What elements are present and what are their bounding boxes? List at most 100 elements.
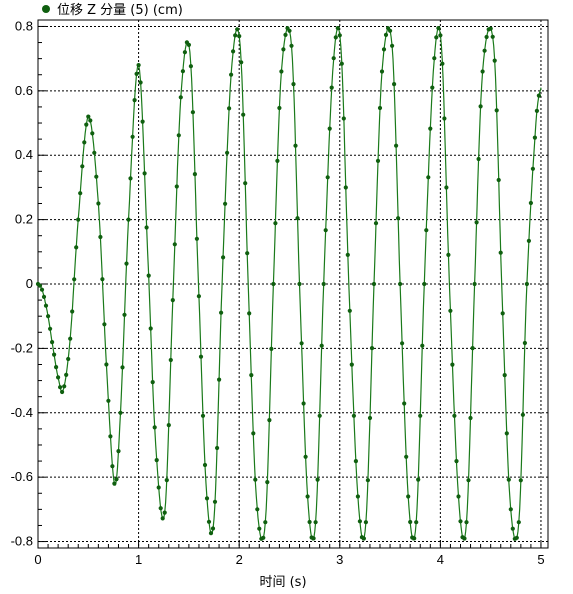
data-point xyxy=(448,308,453,313)
data-point xyxy=(188,64,193,69)
data-point xyxy=(90,131,95,136)
data-point xyxy=(110,464,115,469)
data-point xyxy=(249,373,254,378)
data-point xyxy=(345,252,350,257)
data-point xyxy=(277,105,282,111)
data-point xyxy=(514,535,519,540)
data-point xyxy=(311,536,316,541)
data-point xyxy=(136,63,141,68)
data-point xyxy=(315,477,320,482)
data-point xyxy=(50,340,55,345)
data-point xyxy=(158,506,163,511)
data-point xyxy=(124,261,129,266)
data-point xyxy=(456,494,461,499)
data-point xyxy=(202,462,208,468)
data-point xyxy=(534,108,540,113)
data-point xyxy=(237,34,242,39)
data-point xyxy=(458,519,463,524)
data-point xyxy=(233,33,238,38)
data-point xyxy=(162,510,167,515)
data-point xyxy=(156,485,161,490)
series-line xyxy=(37,27,542,541)
data-point xyxy=(253,477,258,482)
y-tick-label: 0.2 xyxy=(15,212,33,227)
data-point xyxy=(361,536,366,541)
data-point xyxy=(231,49,236,54)
data-point xyxy=(319,343,324,348)
data-point xyxy=(331,56,336,61)
y-tick-label: -0.4 xyxy=(11,405,33,420)
data-point xyxy=(522,340,528,346)
data-point xyxy=(287,28,292,33)
data-point xyxy=(176,133,181,138)
data-point xyxy=(148,326,153,331)
data-point xyxy=(502,373,507,378)
data-point xyxy=(301,401,306,406)
tick-labels: 0 1 2 3 4 5 0.8 0.6 0.4 0.2 0 -0.2 -0.4 -0.6 -0.8 xyxy=(11,18,545,567)
data-point xyxy=(412,536,417,541)
data-point xyxy=(194,236,199,241)
data-point xyxy=(516,520,521,525)
data-point xyxy=(482,48,487,53)
data-point xyxy=(337,33,342,38)
y-tick-label: 0 xyxy=(26,276,33,291)
data-point xyxy=(530,166,536,171)
data-point xyxy=(208,531,214,536)
data-point xyxy=(520,412,526,417)
data-point xyxy=(146,273,151,278)
data-point xyxy=(398,281,403,287)
data-point xyxy=(371,281,377,287)
data-point xyxy=(390,43,395,48)
data-point xyxy=(54,365,59,370)
data-point xyxy=(114,477,119,482)
data-point xyxy=(333,35,338,40)
data-point xyxy=(265,480,270,485)
data-point xyxy=(200,413,206,418)
data-point xyxy=(488,26,493,31)
data-point xyxy=(432,56,437,61)
data-point xyxy=(327,126,332,131)
data-point xyxy=(494,108,499,113)
data-point xyxy=(394,143,399,148)
data-point xyxy=(108,434,113,439)
data-point xyxy=(198,354,204,359)
data-point xyxy=(440,61,445,66)
data-point xyxy=(160,516,165,521)
data-point xyxy=(92,150,97,155)
data-point xyxy=(217,377,222,382)
data-point xyxy=(166,423,171,428)
data-point xyxy=(420,343,425,348)
data-point xyxy=(490,34,495,39)
data-point xyxy=(383,32,389,38)
data-point xyxy=(263,520,268,525)
data-point xyxy=(235,27,240,32)
data-point xyxy=(172,242,177,247)
data-point xyxy=(339,61,344,66)
y-tick-label: 0.8 xyxy=(15,18,33,33)
data-point xyxy=(510,526,515,531)
data-point xyxy=(140,119,145,124)
data-point xyxy=(349,362,354,367)
data-point xyxy=(426,175,431,180)
data-point xyxy=(204,496,210,501)
data-point xyxy=(245,251,250,256)
data-point xyxy=(122,312,127,317)
data-point xyxy=(182,50,187,55)
data-point xyxy=(325,175,330,180)
data-point xyxy=(152,425,157,430)
data-point xyxy=(225,150,230,155)
data-point xyxy=(446,252,451,257)
data-point xyxy=(80,164,85,169)
legend: 位移 Z 分量 (5) (cm) xyxy=(42,3,183,18)
data-point xyxy=(303,454,308,459)
data-point xyxy=(271,281,276,287)
data-point xyxy=(518,478,523,483)
data-point xyxy=(355,494,360,499)
data-point xyxy=(190,110,195,115)
data-point xyxy=(229,72,234,77)
data-point xyxy=(96,201,101,206)
data-point xyxy=(227,106,232,111)
data-point xyxy=(444,185,449,190)
data-point xyxy=(178,95,183,100)
data-point xyxy=(532,135,538,140)
